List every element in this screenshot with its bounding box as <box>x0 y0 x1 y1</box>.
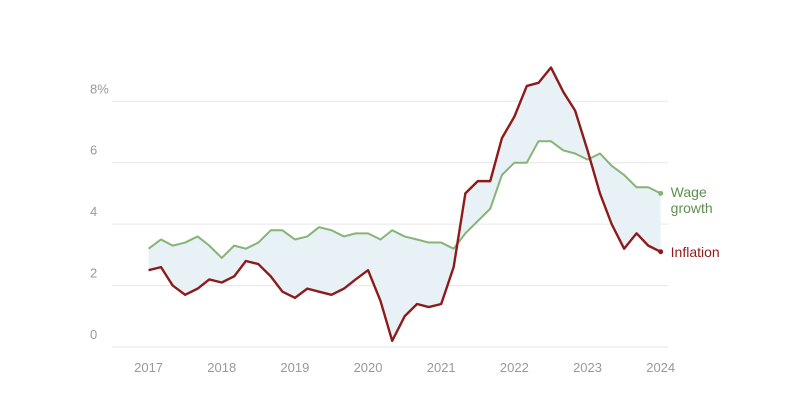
x-tick-label: 2021 <box>427 360 456 375</box>
y-tick-label: 6 <box>90 143 97 158</box>
y-tick-label: 2 <box>90 266 97 281</box>
x-tick-label: 2023 <box>573 360 602 375</box>
x-tick-label: 2018 <box>207 360 236 375</box>
y-tick-label: 8% <box>90 81 109 96</box>
x-tick-label: 2020 <box>354 360 383 375</box>
x-tick-label: 2024 <box>646 360 675 375</box>
series-label: Wage growth <box>670 184 713 217</box>
end-dot <box>658 190 664 196</box>
y-tick-label: 0 <box>90 327 97 342</box>
x-tick-label: 2022 <box>500 360 529 375</box>
series-line <box>148 66 662 343</box>
series-line <box>147 140 662 259</box>
gap-area <box>148 67 661 341</box>
series-label: Inflation <box>670 243 720 260</box>
y-tick-label: 4 <box>90 204 97 219</box>
end-dot <box>658 249 664 255</box>
x-tick-label: 2017 <box>134 360 163 375</box>
x-tick-label: 2019 <box>280 360 309 375</box>
